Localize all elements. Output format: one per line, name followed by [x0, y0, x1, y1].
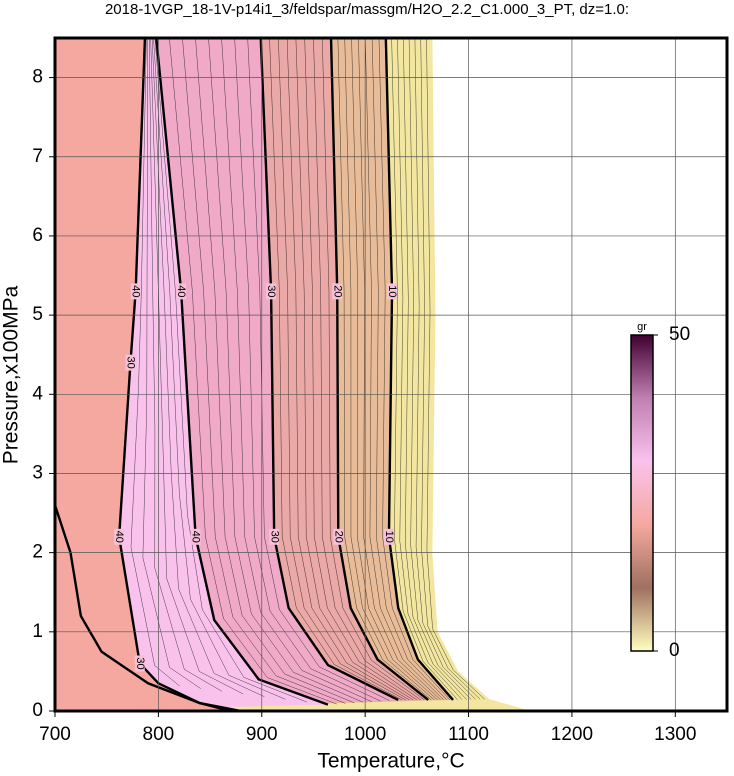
minor-contour	[154, 38, 307, 703]
minor-contour	[414, 38, 476, 700]
contour-line	[329, 38, 429, 701]
minor-contour	[234, 38, 381, 702]
minor-contour	[195, 38, 355, 704]
chart-title: 2018-1VGP_18-1V-p14i1_3/feldspar/massgm/…	[105, 1, 629, 18]
minor-contour	[304, 38, 418, 701]
x-axis-label: Temperature,°C	[317, 750, 464, 773]
minor-contour	[344, 38, 435, 701]
minor-contour	[313, 38, 421, 701]
minor-contour	[403, 38, 467, 700]
minor-contour	[321, 38, 425, 701]
contour-label: 40	[130, 285, 142, 297]
contour-label-bg	[190, 528, 201, 545]
contour-line	[384, 38, 454, 701]
contour-label-bg	[130, 283, 141, 300]
contour-label-bg	[383, 528, 394, 545]
y-tick-label: 3	[32, 462, 43, 483]
y-tick-label: 1	[32, 621, 43, 642]
contour-line	[259, 38, 399, 701]
y-tick-label: 5	[32, 304, 43, 325]
y-tick-label: 0	[32, 700, 43, 721]
minor-contour	[221, 38, 372, 702]
minor-contour	[378, 38, 451, 701]
y-tick-label: 6	[32, 225, 43, 246]
minor-contour	[151, 38, 265, 697]
contour-label: 40	[190, 531, 202, 543]
y-tick-label: 4	[32, 383, 43, 404]
minor-contour	[182, 38, 346, 704]
minor-contour	[269, 38, 403, 701]
minor-contour	[426, 38, 485, 700]
minor-contour	[408, 38, 472, 700]
contour-label: 30	[265, 285, 277, 297]
minor-contour	[337, 38, 432, 701]
colorbar-tick-label: 0	[669, 640, 680, 661]
contour-label: 10	[383, 531, 395, 543]
y-axis-label: Pressure,x100MPa	[0, 285, 23, 464]
colorbar	[630, 334, 654, 652]
x-tick-label: 1200	[551, 724, 593, 745]
colorbar-label: gr	[637, 321, 647, 333]
minor-contour	[142, 38, 201, 689]
contour-label-bg	[176, 283, 187, 300]
contour-line	[155, 38, 329, 706]
minor-contour	[351, 38, 438, 701]
contour-label: 40	[113, 531, 125, 543]
minor-contour	[247, 38, 390, 701]
contour-label-bg	[332, 283, 343, 300]
minor-contour	[391, 38, 458, 700]
minor-contour	[169, 38, 337, 705]
x-tick-label: 900	[246, 724, 278, 745]
contour-fill	[55, 38, 242, 711]
contour-label-bg	[269, 528, 280, 545]
x-tick-label: 800	[143, 724, 175, 745]
colorbar-tick-label: 50	[669, 324, 690, 345]
contour-label-bg	[387, 283, 398, 300]
x-tick-label: 1100	[448, 724, 489, 745]
y-tick-label: 2	[32, 542, 43, 563]
contour-line	[117, 38, 242, 711]
contour-label-bg	[125, 354, 136, 371]
contour-label: 30	[134, 657, 146, 669]
contour-label-bg	[114, 528, 125, 545]
contour-label: 20	[331, 285, 343, 297]
minor-contour	[420, 38, 481, 700]
minor-contour	[365, 38, 444, 701]
contour-label: 30	[125, 356, 137, 368]
minor-contour	[150, 38, 244, 695]
contour-label: 30	[268, 531, 280, 543]
y-tick-label: 8	[32, 67, 43, 88]
minor-contour	[148, 38, 223, 692]
contour-label-bg	[134, 655, 145, 672]
minor-contour	[286, 38, 410, 701]
minor-contour	[130, 38, 180, 687]
minor-contour	[397, 38, 463, 700]
x-tick-label: 1300	[654, 724, 696, 745]
minor-contour	[153, 38, 286, 700]
x-tick-label: 1000	[344, 724, 386, 745]
plot-frame	[53, 36, 729, 713]
x-tick-label: 700	[39, 724, 71, 745]
minor-contour	[208, 38, 364, 703]
minor-contour	[358, 38, 441, 701]
y-tick-label: 7	[32, 146, 43, 167]
contour-label: 10	[386, 285, 398, 297]
minor-contour	[278, 38, 406, 701]
minor-contour	[371, 38, 448, 701]
contour-label-bg	[266, 283, 277, 300]
contour-label: 40	[175, 285, 187, 297]
contour-label-bg	[333, 528, 344, 545]
contour-label: 20	[332, 531, 344, 543]
plot: 40 30 40 30 40 40 30 30 20 20 10 10	[55, 38, 727, 711]
minor-contour	[295, 38, 414, 701]
